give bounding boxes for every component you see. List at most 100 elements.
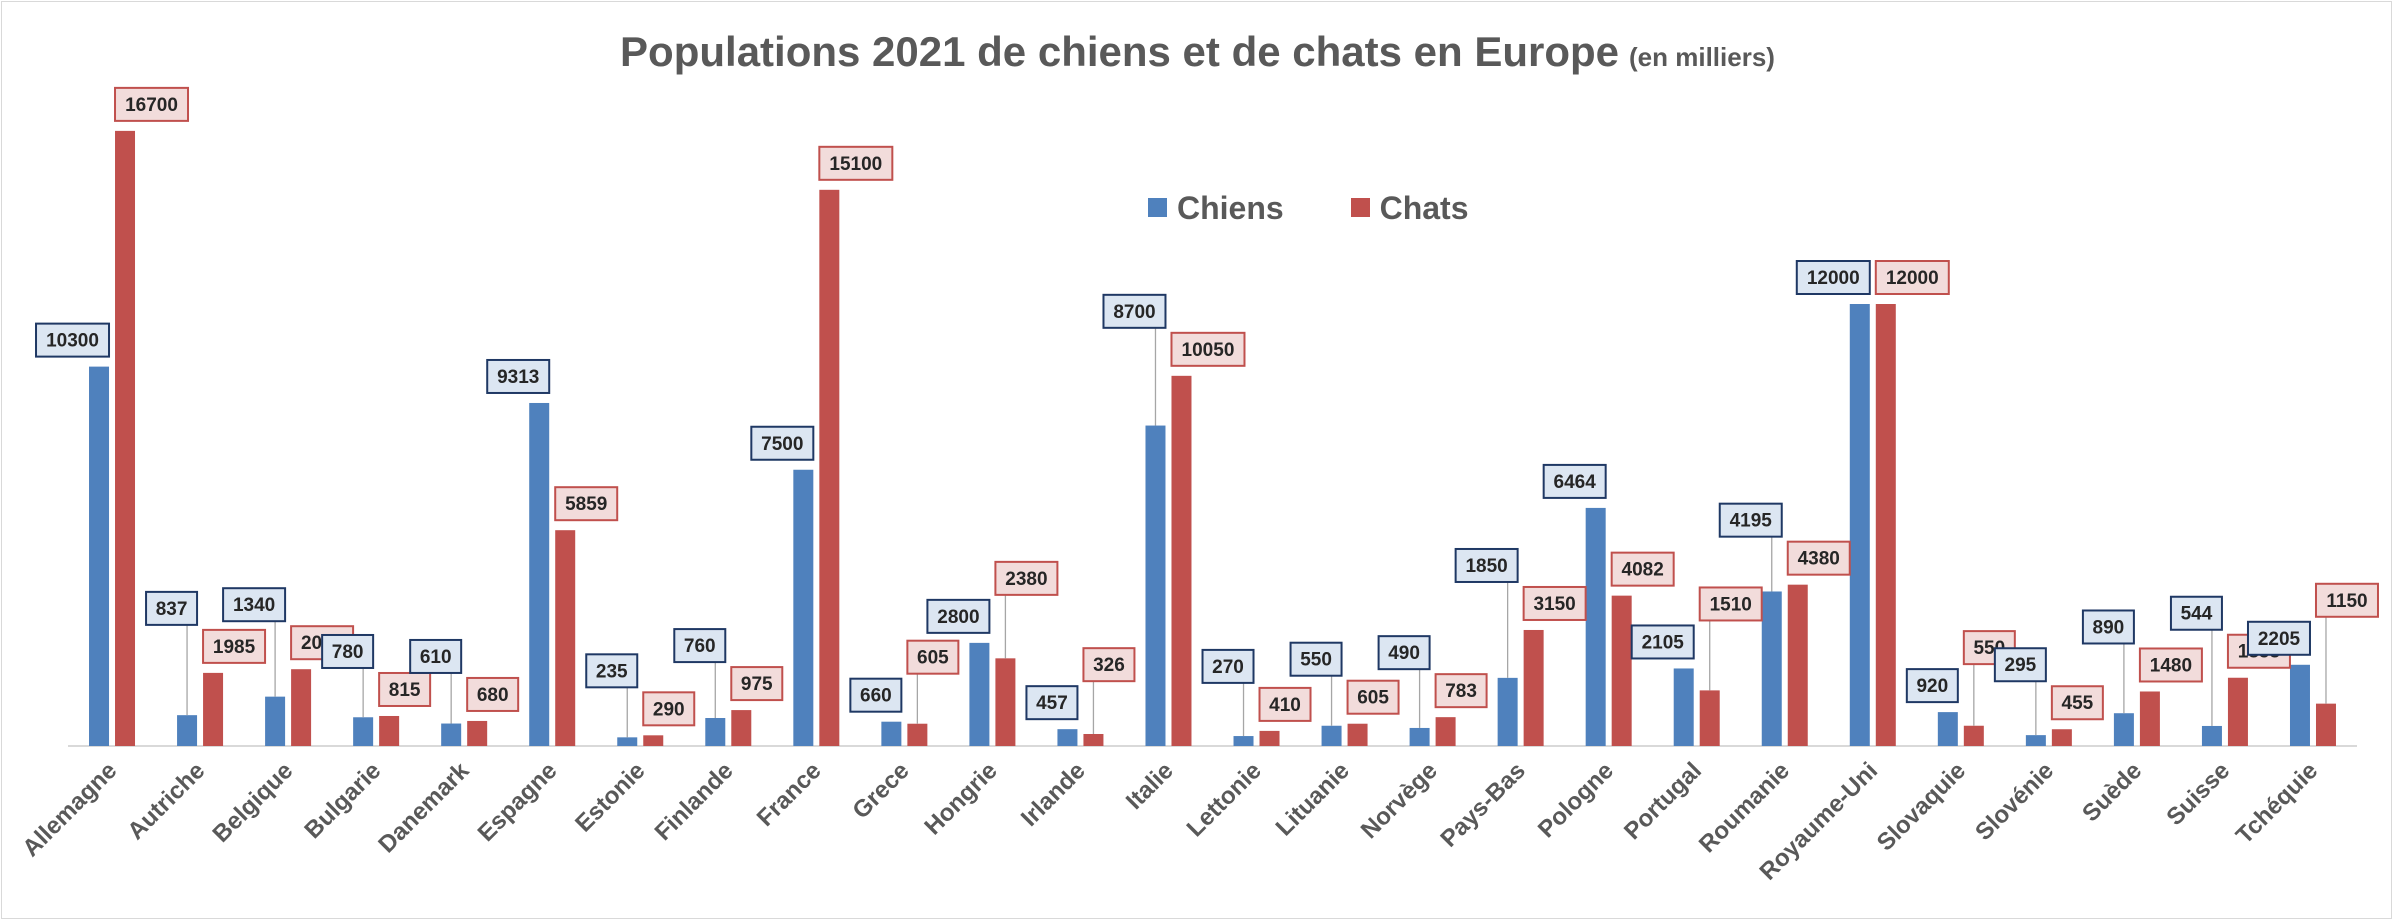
bar-chiens-grece — [881, 721, 902, 746]
x-tick-label-tch-quie: Tchéquie — [2231, 757, 2323, 849]
data-label-chats-bulgarie: 815 — [378, 671, 432, 707]
data-label-box-chats-pologne — [1610, 551, 1675, 587]
data-label-box-chats-pays-bas — [1522, 585, 1587, 621]
bar-chats-estonie — [643, 735, 664, 746]
data-label-chats-lettonie: 410 — [1258, 686, 1312, 722]
bar-chats-pologne — [1611, 595, 1632, 746]
data-label-text-chats-portugal: 1510 — [1710, 594, 1752, 615]
bar-chiens-pays-bas — [1497, 677, 1518, 746]
data-label-box-chiens-norv-ge — [1377, 635, 1431, 671]
bar-chiens-slovaquie — [1937, 712, 1958, 746]
data-label-chats-tch-quie: 1150 — [2314, 582, 2379, 704]
data-label-text-chiens-france: 7500 — [761, 434, 803, 455]
data-label-text-chiens-pays-bas: 1850 — [1465, 556, 1507, 577]
bar-chiens-pologne — [1585, 507, 1606, 746]
data-label-chats-pays-bas: 3150 — [1522, 585, 1587, 621]
bar-chiens-allemagne — [89, 366, 110, 746]
data-label-chiens-lettonie: 270 — [1201, 648, 1255, 737]
data-label-text-chats-pays-bas: 3150 — [1533, 594, 1575, 615]
data-label-box-chats-portugal — [1698, 586, 1763, 622]
x-tick-label-lettonie: Lettonie — [1182, 757, 1267, 842]
data-label-chiens-slovaquie: 920 — [1905, 668, 1959, 704]
bar-chats-pays-bas — [1523, 629, 1544, 746]
data-label-chats-roumanie: 4380 — [1786, 540, 1851, 576]
data-label-box-chiens-estonie — [585, 653, 639, 689]
data-label-chiens-irlande: 457 — [1025, 685, 1079, 721]
x-tick-label-suisse: Suisse — [2161, 757, 2235, 831]
data-label-box-chiens-irlande — [1025, 685, 1079, 721]
chart-title-main: Populations 2021 de chiens et de chats e… — [620, 28, 1620, 75]
bar-chiens-su-de — [2113, 713, 2134, 746]
data-label-chiens-tch-quie: 2205 — [2246, 620, 2311, 656]
data-label-text-chats-tch-quie: 1150 — [2326, 591, 2367, 612]
data-label-chats-hongrie: 2380 — [994, 560, 1059, 659]
data-label-box-chiens-finlande — [673, 628, 727, 664]
data-label-text-chats-pologne: 4082 — [1622, 560, 1664, 581]
data-label-chiens-estonie: 235 — [585, 653, 639, 738]
bar-chats-autriche — [203, 672, 224, 746]
bar-chiens-slov-nie — [2025, 735, 2046, 746]
bar-chiens-lituanie — [1321, 725, 1342, 746]
bar-chats-royaume-uni — [1875, 304, 1896, 746]
bar-chats-slov-nie — [2051, 729, 2072, 746]
bar-chats-allemagne — [115, 130, 136, 747]
x-tick-label-norv-ge: Norvège — [1356, 757, 1443, 844]
data-label-text-chiens-slovaquie: 920 — [1916, 676, 1948, 697]
bar-chats-belgique — [291, 669, 312, 746]
data-label-text-chiens-finlande: 760 — [684, 636, 716, 657]
data-label-box-chiens-grece — [849, 677, 903, 713]
data-label-box-chiens-slov-nie — [1993, 647, 2047, 683]
data-label-text-chats-danemark: 680 — [477, 685, 509, 706]
data-label-box-chats-royaume-uni — [1874, 260, 1950, 295]
x-tick-label-danemark: Danemark — [373, 757, 475, 859]
x-tick-label-italie: Italie — [1121, 757, 1179, 815]
data-label-box-chiens-allemagne — [35, 322, 111, 358]
data-label-box-chiens-portugal — [1630, 624, 1695, 660]
bar-chats-espagne — [555, 530, 576, 746]
data-label-text-chiens-espagne: 9313 — [497, 367, 539, 388]
data-label-text-chiens-roumanie: 4195 — [1730, 511, 1773, 532]
data-label-text-chats-bulgarie: 815 — [389, 680, 421, 701]
data-label-chiens-pays-bas: 1850 — [1454, 547, 1519, 678]
bar-chiens-autriche — [177, 715, 198, 746]
bar-chiens-danemark — [441, 723, 462, 746]
bar-chats-su-de — [2139, 691, 2160, 746]
data-label-box-chats-hongrie — [994, 560, 1059, 596]
data-label-text-chats-finlande: 975 — [741, 674, 773, 695]
chart-subtitle: (en milliers) — [1629, 42, 1775, 72]
data-label-box-chiens-suisse — [2169, 595, 2223, 631]
bar-chats-portugal — [1699, 690, 1720, 746]
data-label-chiens-lituanie: 550 — [1289, 641, 1343, 726]
legend-swatch-chats — [1350, 198, 1370, 217]
bar-chats-norv-ge — [1435, 717, 1456, 746]
data-label-chats-finlande: 975 — [730, 666, 784, 702]
x-tick-label-slovaquie: Slovaquie — [1872, 757, 1971, 856]
bar-chats-lettonie — [1259, 730, 1280, 746]
data-label-box-chiens-france — [750, 425, 815, 461]
x-tick-label-lituanie: Lituanie — [1271, 757, 1355, 841]
data-label-chats-su-de: 1480 — [2138, 647, 2203, 683]
data-label-box-chiens-danemark — [409, 638, 463, 674]
data-label-chiens-royaume-uni: 12000 — [1795, 260, 1871, 295]
x-tick-label-estonie: Estonie — [570, 757, 650, 837]
data-label-chiens-bulgarie: 780 — [321, 633, 375, 718]
data-label-text-chiens-pologne: 6464 — [1554, 472, 1597, 493]
data-label-box-chats-france — [818, 145, 894, 181]
data-label-box-chiens-espagne — [486, 358, 551, 394]
bar-chats-lituanie — [1347, 723, 1368, 746]
data-label-text-chats-irlande: 326 — [1093, 655, 1125, 676]
bar-chiens-portugal — [1673, 668, 1694, 746]
legend: Chiens Chats — [1148, 190, 1526, 227]
data-label-box-chiens-roumanie — [1718, 502, 1783, 538]
data-label-box-chiens-belgique — [222, 587, 287, 623]
data-label-chats-danemark: 680 — [466, 676, 520, 712]
data-label-chats-estonie: 290 — [642, 691, 696, 727]
data-label-chats-portugal: 1510 — [1698, 586, 1763, 691]
data-label-chiens-slov-nie: 295 — [1993, 647, 2047, 736]
data-label-text-chats-slov-nie: 455 — [2062, 693, 2094, 714]
data-label-text-chiens-lituanie: 550 — [1300, 650, 1332, 671]
data-label-text-chiens-irlande: 457 — [1036, 693, 1068, 714]
data-label-box-chats-bulgarie — [378, 671, 432, 707]
